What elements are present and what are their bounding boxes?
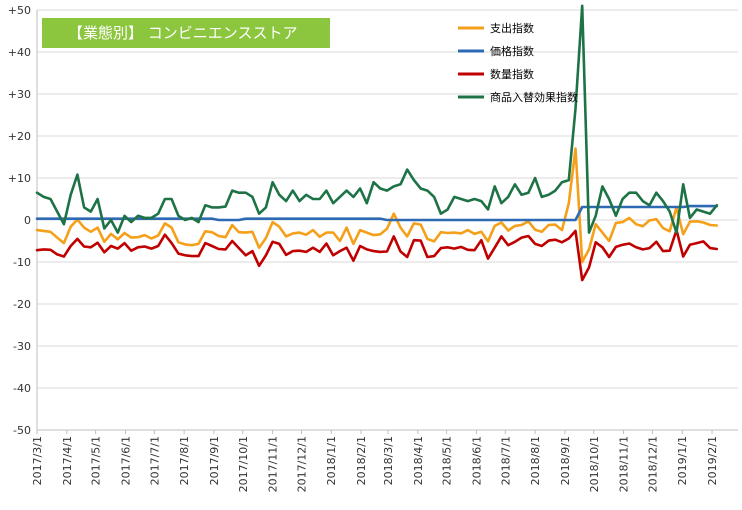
y-tick-label: -40 bbox=[13, 382, 31, 395]
x-tick-label: 2019/1/1 bbox=[676, 436, 689, 485]
x-tick-label: 2017/9/1 bbox=[208, 436, 221, 485]
y-tick-label: +20 bbox=[8, 130, 31, 143]
x-tick-label: 2017/3/1 bbox=[31, 436, 44, 485]
x-tick-label: 2017/11/1 bbox=[267, 436, 280, 492]
y-tick-label: -50 bbox=[13, 424, 31, 437]
y-tick-label: -30 bbox=[13, 340, 31, 353]
x-tick-label: 2018/8/1 bbox=[529, 436, 542, 485]
x-tick-label: 2019/2/1 bbox=[706, 436, 719, 485]
x-tick-label: 2018/6/1 bbox=[470, 436, 483, 485]
y-tick-label: +50 bbox=[8, 4, 31, 17]
y-axis-ticks: +50 +40 +30 +20 +10 0 -10 -20 -30 -40 -50 bbox=[8, 4, 31, 437]
x-tick-label: 2018/3/1 bbox=[382, 436, 395, 485]
x-tick-label: 2018/5/1 bbox=[441, 436, 454, 485]
x-axis-ticks: 2017/3/1 2017/4/1 2017/5/1 2017/6/1 2017/7/1… bbox=[31, 430, 719, 492]
y-tick-label: 0 bbox=[24, 214, 31, 227]
legend-label: 価格指数 bbox=[490, 44, 534, 58]
x-tick-label: 2017/6/1 bbox=[119, 436, 132, 485]
y-tick-label: +40 bbox=[8, 46, 31, 59]
series-line bbox=[35, 4, 719, 234]
y-tick-label: -10 bbox=[13, 256, 31, 269]
x-tick-label: 2018/9/1 bbox=[559, 436, 572, 485]
y-tick-label: +10 bbox=[8, 172, 31, 185]
x-tick-label: 2017/7/1 bbox=[148, 436, 161, 485]
y-tick-label: +30 bbox=[8, 88, 31, 101]
chart-title-banner: 【業態別】 コンビニエンスストア bbox=[42, 18, 330, 48]
x-tick-label: 2017/5/1 bbox=[90, 436, 103, 485]
x-tick-label: 2018/7/1 bbox=[499, 436, 512, 485]
legend-label: 支出指数 bbox=[490, 21, 534, 35]
x-tick-label: 2018/2/1 bbox=[355, 436, 368, 485]
x-tick-label: 2017/4/1 bbox=[61, 436, 74, 485]
y-tick-label: -20 bbox=[13, 298, 31, 311]
x-tick-label: 2018/10/1 bbox=[588, 436, 601, 492]
x-tick-label: 2018/12/1 bbox=[646, 436, 659, 492]
legend-label: 数量指数 bbox=[490, 67, 534, 81]
x-tick-label: 2018/11/1 bbox=[618, 436, 631, 492]
x-tick-label: 2018/4/1 bbox=[412, 436, 425, 485]
x-tick-label: 2017/10/1 bbox=[237, 436, 250, 492]
x-tick-label: 2017/8/1 bbox=[178, 436, 191, 485]
x-tick-label: 2018/1/1 bbox=[325, 436, 338, 485]
series-lines bbox=[35, 4, 719, 282]
series-line bbox=[35, 228, 719, 282]
legend-label: 商品入替効果指数 bbox=[490, 90, 578, 104]
x-tick-label: 2017/12/1 bbox=[295, 436, 308, 492]
series-line bbox=[35, 147, 719, 264]
